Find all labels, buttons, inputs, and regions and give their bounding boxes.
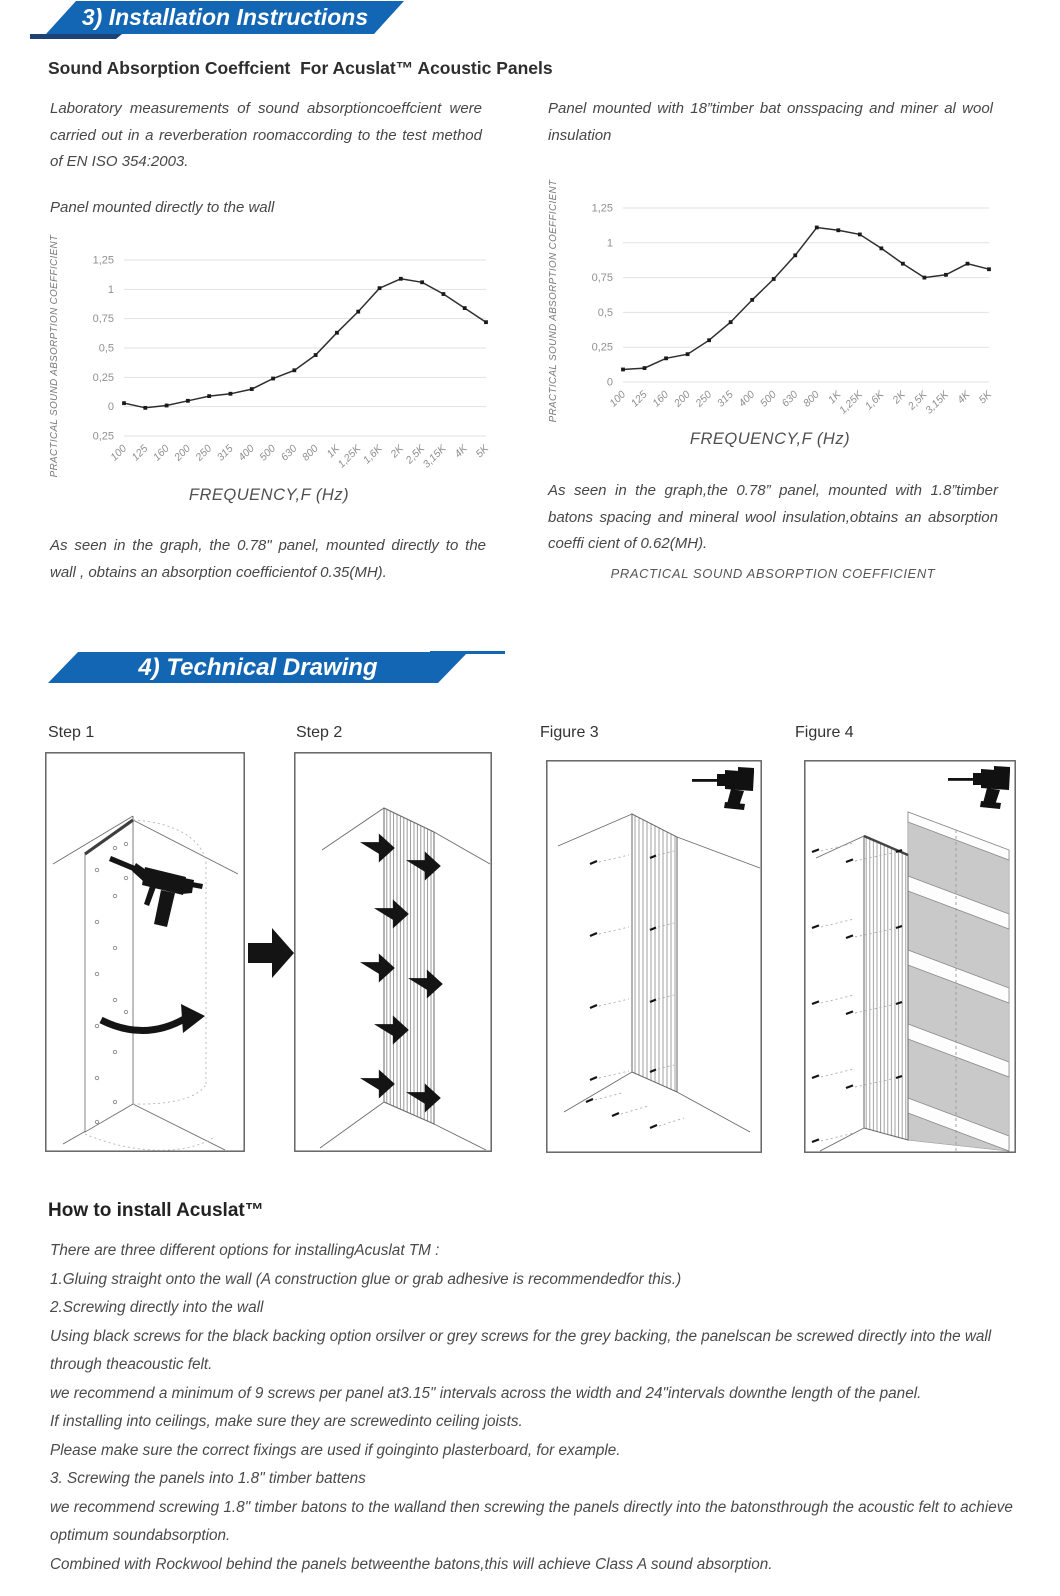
right-chart-xlabel: FREQUENCY,F (Hz)	[689, 430, 851, 448]
figure-4	[804, 760, 1016, 1153]
svg-text:200: 200	[171, 443, 193, 465]
figure-label-figure3: Figure 3	[540, 724, 599, 741]
svg-text:315: 315	[215, 443, 236, 464]
howto-line: 1.Gluing straight onto the wall (A const…	[50, 1270, 682, 1288]
svg-text:125: 125	[629, 389, 650, 410]
howto-line: Using black screws for the black backing…	[50, 1327, 992, 1374]
svg-text:315: 315	[715, 389, 736, 410]
svg-text:0: 0	[607, 377, 613, 389]
svg-text:250: 250	[693, 389, 715, 411]
swing-arrow-icon	[99, 1004, 205, 1034]
screw-marks	[585, 850, 685, 1130]
svg-text:250: 250	[193, 443, 215, 465]
svg-text:PRACTICAL SOUND ABSORPTION COE: PRACTICAL SOUND ABSORPTION COEFFICIENT	[548, 179, 559, 422]
svg-text:500: 500	[758, 389, 779, 410]
svg-text:1,25K: 1,25K	[837, 388, 866, 417]
svg-text:100: 100	[607, 389, 628, 410]
svg-text:5K: 5K	[977, 388, 995, 406]
banner-underline-accent	[30, 34, 122, 39]
howto-line: we recommend a minimum of 9 screws per p…	[50, 1384, 922, 1402]
howto-line: Please make sure the correct fixings are…	[50, 1441, 621, 1459]
howto-heading: How to install Acuslat™	[48, 1200, 264, 1221]
left-result-paragraph: As seen in the graph, the 0.78" panel, m…	[50, 537, 486, 581]
svg-text:1,25: 1,25	[592, 203, 613, 215]
svg-text:1,6K: 1,6K	[863, 388, 887, 412]
right-chart-footer-caption: PRACTICAL SOUND ABSORPTION COEFFICIENT	[610, 566, 936, 581]
left-chart-xlabel: FREQUENCY,F (Hz)	[188, 486, 350, 504]
svg-text:400: 400	[236, 443, 257, 464]
figure-label-step2: Step 2	[296, 724, 343, 741]
svg-text:0,25: 0,25	[93, 431, 114, 443]
drill-icon	[692, 767, 754, 810]
svg-text:800: 800	[300, 443, 321, 464]
left-chart-caption: Panel mounted directly to the wall	[50, 199, 275, 216]
howto-line: we recommend screwing 1.8" timber batons…	[50, 1498, 1013, 1545]
svg-text:160: 160	[650, 389, 671, 410]
svg-text:0: 0	[108, 401, 114, 413]
svg-text:125: 125	[130, 443, 151, 464]
caulking-gun-icon	[109, 856, 203, 927]
figure3-drawing	[546, 760, 762, 1153]
section3-banner-label: 3) Installation Instructions	[81, 4, 369, 30]
glue-dots	[94, 841, 129, 1125]
page-title: Sound Absorption Coeffcient For Acuslat™…	[48, 58, 553, 78]
svg-text:5K: 5K	[474, 442, 492, 460]
svg-text:4K: 4K	[452, 442, 470, 460]
svg-text:160: 160	[151, 443, 172, 464]
figure-label-step1: Step 1	[48, 724, 95, 741]
svg-text:0,75: 0,75	[93, 313, 114, 325]
section4-banner-label: 4) Technical Drawing	[138, 653, 378, 681]
next-step-arrow-icon	[248, 924, 296, 986]
svg-text:3,15K: 3,15K	[421, 442, 450, 471]
step2-drawing	[294, 752, 492, 1152]
svg-text:0,25: 0,25	[93, 372, 114, 384]
left-intro-paragraph: Laboratory measurements of sound absorpt…	[50, 100, 482, 171]
svg-text:800: 800	[801, 389, 822, 410]
howto-instructions: There are three different options for in…	[50, 1237, 1028, 1579]
svg-text:1: 1	[607, 237, 613, 249]
svg-text:200: 200	[671, 389, 693, 411]
screw-marks	[811, 842, 903, 1144]
svg-text:1,25: 1,25	[93, 255, 114, 267]
howto-line: There are three different options for in…	[50, 1242, 440, 1259]
howto-line: Combined with Rockwool behind the panels…	[50, 1555, 773, 1573]
howto-line: 2.Screwing directly into the wall	[50, 1299, 264, 1316]
svg-text:500: 500	[257, 443, 278, 464]
section3-banner: 3) Installation Instructions	[46, 1, 404, 34]
figure-label-figure4: Figure 4	[795, 724, 854, 741]
svg-text:0,75: 0,75	[592, 272, 613, 284]
svg-text:0,5: 0,5	[598, 307, 613, 319]
svg-text:3,15K: 3,15K	[923, 388, 952, 417]
svg-text:1: 1	[108, 284, 114, 296]
drill-icon	[948, 766, 1010, 809]
svg-text:4K: 4K	[955, 388, 973, 406]
howto-line: 3. Screwing the panels into 1.8" timber …	[50, 1470, 366, 1487]
svg-text:1,25K: 1,25K	[335, 442, 364, 471]
howto-line: If installing into ceilings, make sure t…	[50, 1413, 523, 1430]
right-result-paragraph: As seen in the graph,the 0.78” panel, mo…	[548, 482, 998, 553]
right-absorption-chart: 1,25 1 0,75 0,5 0,25 0 100 125 160 200 250 315 400 50…	[545, 176, 995, 426]
left-absorption-chart: 1,25 1 0,75 0,5 0,25 0 0,25 100 125 160 200 250 315 4…	[46, 230, 492, 482]
step1-drawing	[45, 752, 245, 1152]
figure-step1	[45, 752, 245, 1152]
svg-text:630: 630	[279, 443, 300, 464]
svg-text:PRACTICAL SOUND ABSORPTION COE: PRACTICAL SOUND ABSORPTION COEFFICIENT	[49, 234, 60, 477]
svg-text:0,25: 0,25	[592, 342, 613, 354]
right-intro-paragraph: Panel mounted with 18”timber bat onsspac…	[548, 100, 993, 144]
figure-step2	[294, 752, 492, 1152]
svg-text:100: 100	[108, 443, 129, 464]
section4-banner: 4) Technical Drawing	[48, 652, 468, 683]
svg-text:630: 630	[779, 389, 800, 410]
svg-text:0,5: 0,5	[99, 343, 114, 355]
figure4-drawing	[804, 760, 1016, 1153]
svg-text:1,6K: 1,6K	[361, 442, 385, 466]
svg-text:400: 400	[736, 389, 757, 410]
figure-3	[546, 760, 762, 1153]
